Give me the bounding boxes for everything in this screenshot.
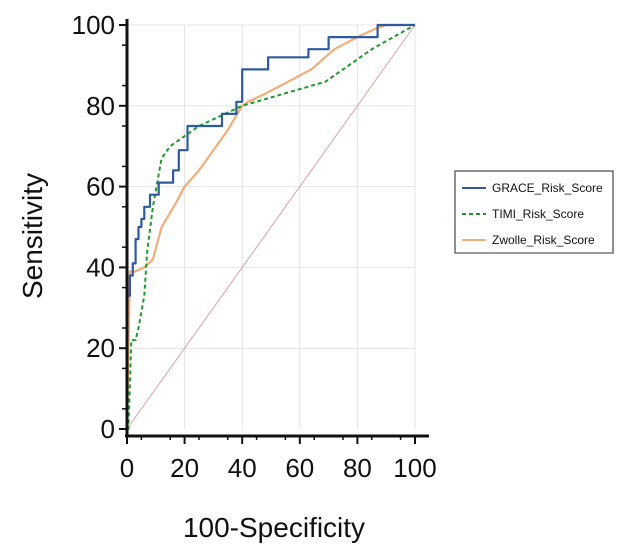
legend-box-shadow <box>456 252 614 254</box>
axes <box>119 19 429 444</box>
tick-labels: 0 20 40 60 80 100 0 20 40 60 80 100 <box>72 10 437 483</box>
reference-line-group <box>126 24 416 430</box>
legend-label-zwolle-risk-score: Zwolle_Risk_Score <box>492 233 595 247</box>
x-tick-label-1: 20 <box>170 453 199 483</box>
legend-label-grace-risk-score: GRACE_Risk_Score <box>492 181 603 195</box>
x-tick-label-0: 0 <box>120 453 134 483</box>
y-tick-label-5: 100 <box>72 10 115 40</box>
y-axis-title: Sensitivity <box>17 173 48 299</box>
x-tick-label-3: 60 <box>285 453 314 483</box>
y-tick-label-2: 40 <box>86 252 115 282</box>
x-tick-label-4: 80 <box>343 453 372 483</box>
legend: GRACE_Risk_Score TIMI_Risk_Score Zwolle_Ri… <box>454 170 614 254</box>
y-tick-label-3: 60 <box>86 172 115 202</box>
series-line-grace-risk-score <box>125 23 415 429</box>
y-tick-label-1: 20 <box>86 333 115 363</box>
x-tick-label-5: 100 <box>393 453 436 483</box>
reference-diagonal-line <box>126 24 416 430</box>
x-tick-label-2: 40 <box>228 453 257 483</box>
y-tick-label-4: 80 <box>86 91 115 121</box>
x-axis-title: 100-Specificity <box>183 512 365 543</box>
y-tick-label-0: 0 <box>101 414 115 444</box>
series-group <box>125 23 416 430</box>
series-line-timi-risk-score <box>127 24 416 430</box>
legend-label-timi-risk-score: TIMI_Risk_Score <box>492 207 584 221</box>
